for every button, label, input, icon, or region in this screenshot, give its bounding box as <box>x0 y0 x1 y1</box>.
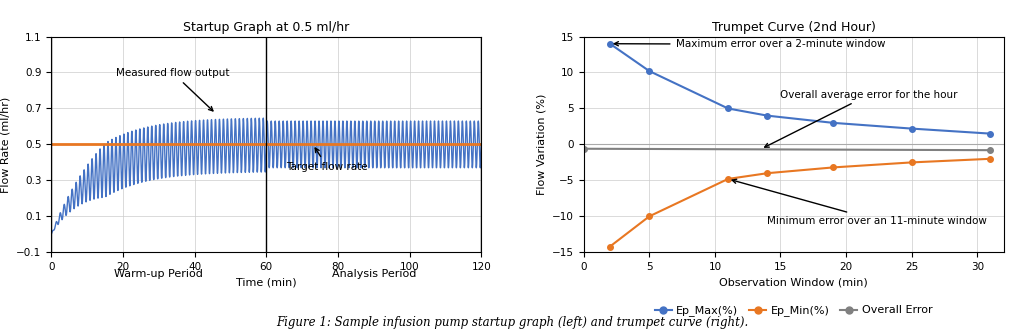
Text: Minimum error over an 11-minute window: Minimum error over an 11-minute window <box>732 179 987 225</box>
Title: Startup Graph at 0.5 ml/hr: Startup Graph at 0.5 ml/hr <box>183 21 349 34</box>
Y-axis label: Flow Rate (ml/hr): Flow Rate (ml/hr) <box>1 96 10 193</box>
X-axis label: Time (min): Time (min) <box>236 278 297 288</box>
X-axis label: Observation Window (min): Observation Window (min) <box>719 278 868 288</box>
Text: Maximum error over a 2-minute window: Maximum error over a 2-minute window <box>614 39 885 49</box>
Text: Figure 1: Sample infusion pump startup graph (left) and trumpet curve (right).: Figure 1: Sample infusion pump startup g… <box>275 316 749 329</box>
Text: Measured flow output: Measured flow output <box>117 68 229 111</box>
Text: Target flow rate: Target flow rate <box>287 148 368 172</box>
Legend: Ep_Max(%), Ep_Min(%), Overall Error: Ep_Max(%), Ep_Min(%), Overall Error <box>650 301 937 321</box>
Title: Trumpet Curve (2nd Hour): Trumpet Curve (2nd Hour) <box>712 21 876 34</box>
Text: Warm-up Period: Warm-up Period <box>115 269 203 280</box>
Text: Analysis Period: Analysis Period <box>332 269 416 280</box>
Y-axis label: Flow Variation (%): Flow Variation (%) <box>537 94 547 195</box>
Text: Overall average error for the hour: Overall average error for the hour <box>765 90 958 147</box>
